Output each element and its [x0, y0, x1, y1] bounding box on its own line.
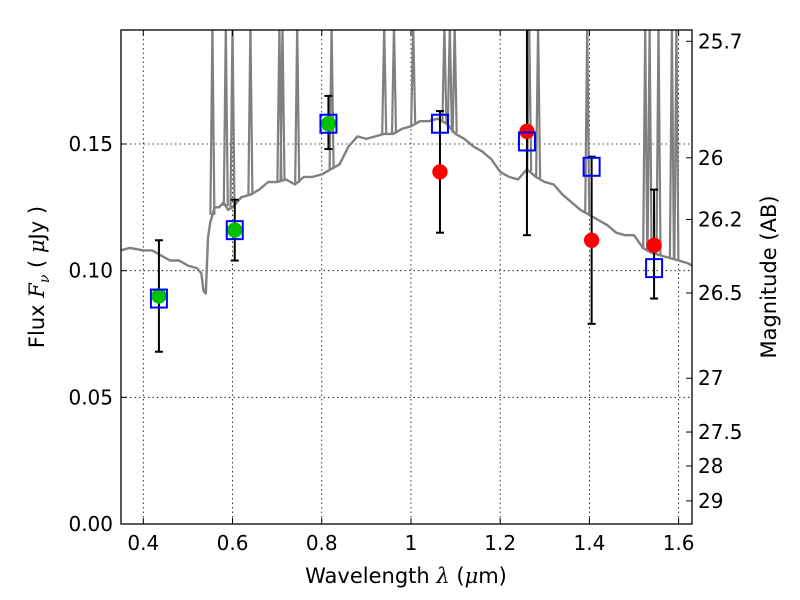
emission-line-spike	[446, 30, 453, 128]
y-tick-label: 0.05	[68, 385, 113, 409]
y2-axis-label: Magnitude (AB)	[757, 195, 781, 358]
model-point-square	[319, 113, 338, 134]
data-point-circle	[432, 164, 448, 180]
emission-line-spike	[451, 30, 458, 133]
y2-tick-label: 26	[698, 146, 723, 170]
y2-tick-label: 27.5	[698, 420, 743, 444]
emission-line-spike	[655, 30, 662, 255]
data-point-circle	[646, 237, 662, 254]
plot-frame	[120, 29, 693, 525]
y2-tick-label: 27	[698, 366, 723, 390]
data-point-circle	[583, 232, 600, 249]
emission-line-spike	[381, 30, 388, 134]
y-axis-label: Flux Fν ( μJy )	[25, 206, 53, 348]
emission-line-spike	[441, 30, 448, 123]
x-tick-label: 1.6	[663, 531, 695, 555]
emission-line-spike	[646, 30, 653, 252]
y2-tick-label: 29	[698, 489, 723, 513]
x-tick-label: 0.8	[306, 531, 338, 555]
data-point-circle	[320, 115, 337, 132]
model-point-square	[430, 113, 449, 134]
model-point-square	[645, 258, 664, 279]
template-spectrum-line	[121, 117, 692, 295]
model-point-square	[149, 288, 168, 309]
data-point-circle	[151, 288, 167, 304]
plot-area	[121, 30, 692, 353]
model-point-square	[582, 156, 601, 177]
emission-line-spike	[209, 30, 216, 215]
emission-line-spike	[390, 30, 398, 134]
emission-line-spike	[642, 30, 649, 250]
y2-tick-label: 26.2	[698, 207, 743, 231]
x-tick-label: 1.2	[484, 531, 516, 555]
x-tick-label: 1.4	[573, 531, 605, 555]
emission-line-spike	[668, 30, 675, 259]
y2-tick-label: 28	[698, 454, 723, 478]
emission-line-spike	[279, 30, 286, 181]
emission-line-spike	[247, 30, 254, 195]
emission-line-spike	[535, 30, 542, 179]
data-point-circle	[519, 123, 535, 140]
emission-line-spike	[294, 30, 301, 183]
y-tick-label: 0.00	[68, 512, 113, 536]
emission-line-spike	[584, 30, 591, 214]
emission-line-spike	[410, 30, 417, 126]
axis-ticks: 0.4 0.6 0.8 1 1.2 1.4 1.6 0.00 0.05 0.10 0.15 25.7 2…	[68, 29, 742, 555]
x-tick-label: 0.6	[217, 531, 249, 555]
y2-tick-label: 26.5	[698, 281, 743, 305]
y-tick-label: 0.10	[68, 259, 113, 283]
y2-tick-label: 25.7	[698, 29, 743, 53]
x-axis-label: Wavelength λ (μm)	[305, 564, 507, 588]
x-tick-label: 1	[405, 531, 418, 555]
x-tick-label: 0.4	[127, 531, 159, 555]
emission-line-spike	[328, 30, 335, 169]
y-tick-label: 0.15	[68, 132, 113, 156]
emission-line-spike	[222, 30, 229, 207]
data-point-circle	[227, 222, 243, 238]
emission-line-spike	[229, 30, 236, 208]
model-point-square	[225, 220, 244, 241]
model-point-square	[517, 131, 536, 152]
emission-line-spike	[673, 30, 680, 260]
